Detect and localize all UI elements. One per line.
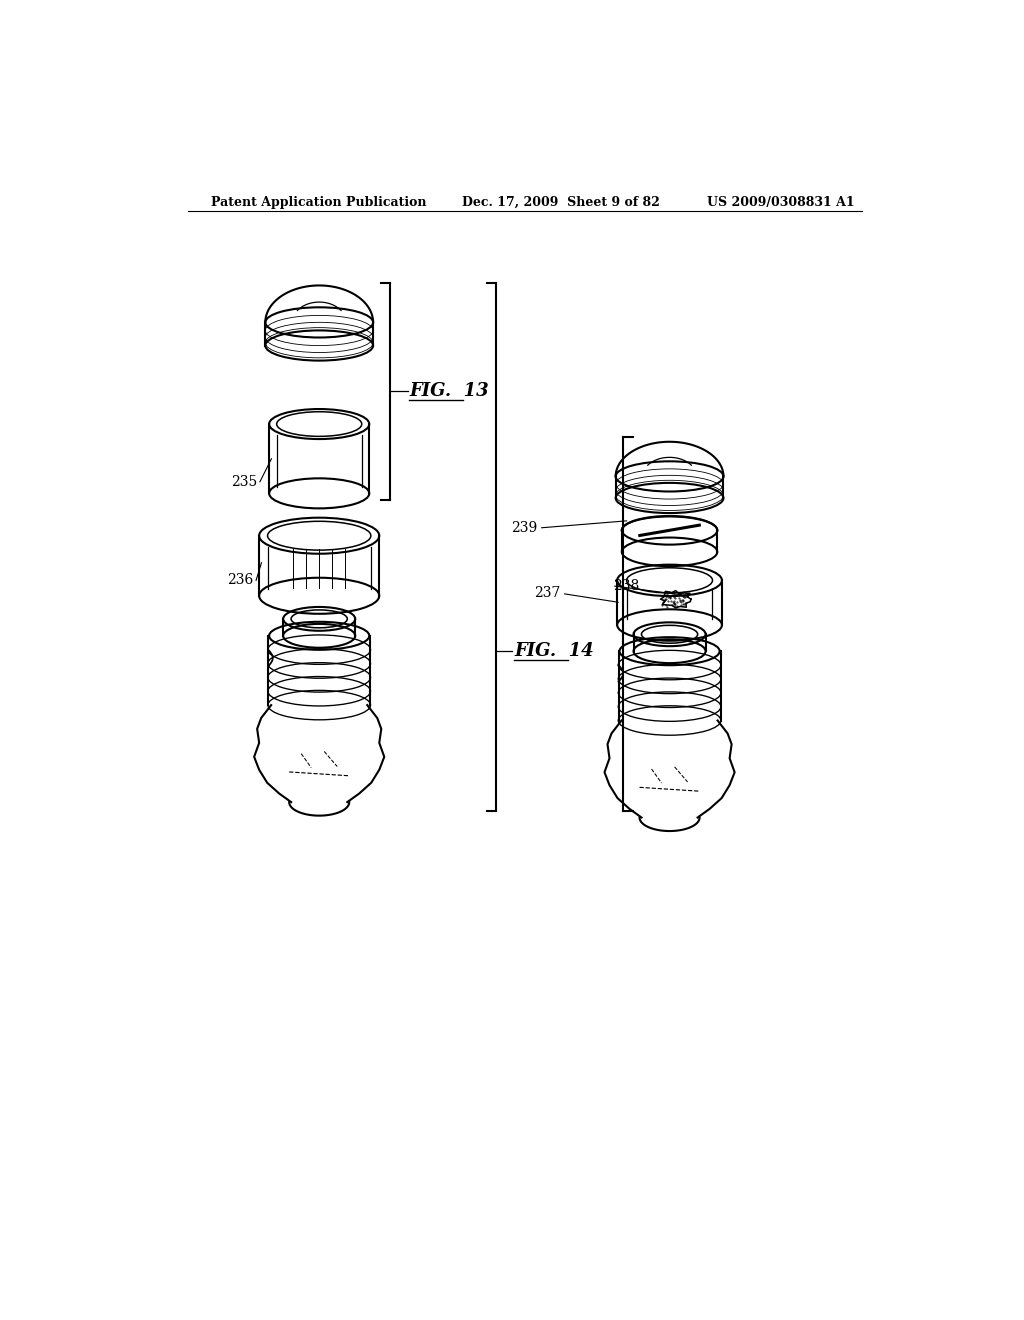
- Text: 237: 237: [534, 586, 560, 601]
- Text: US 2009/0308831 A1: US 2009/0308831 A1: [707, 195, 854, 209]
- Text: Dec. 17, 2009  Sheet 9 of 82: Dec. 17, 2009 Sheet 9 of 82: [462, 195, 659, 209]
- Text: 239: 239: [511, 521, 538, 535]
- Text: 236: 236: [227, 573, 254, 587]
- Text: 238: 238: [613, 578, 640, 593]
- Text: FIG.  14: FIG. 14: [514, 643, 594, 660]
- Text: 235: 235: [231, 475, 258, 488]
- Text: Patent Application Publication: Patent Application Publication: [211, 195, 427, 209]
- Text: FIG.  13: FIG. 13: [410, 383, 488, 400]
